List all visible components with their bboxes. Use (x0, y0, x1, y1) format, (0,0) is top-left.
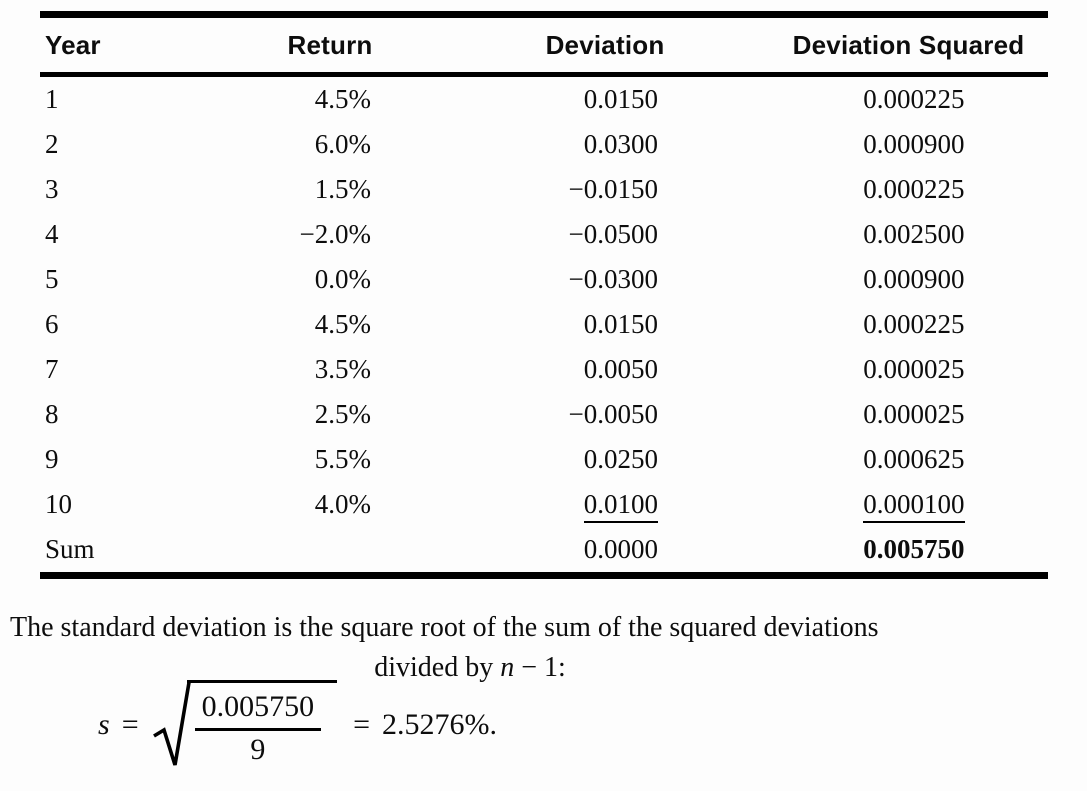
deviation-cell: 0.0300 (583, 129, 658, 159)
deviation-squared-cell: 0.000100 (863, 489, 965, 523)
deviation-squared-cell: 0.000900 (863, 264, 965, 294)
return-cell: 3.5% (314, 354, 371, 384)
return-cell: 4.0% (314, 489, 371, 519)
col-header-year: Year (45, 29, 101, 60)
table-row: 3 1.5% −0.0150 0.000225 (40, 167, 1048, 212)
table-header-rule (40, 72, 1048, 77)
return-cell: 5.5% (314, 444, 371, 474)
deviation-squared-cell: 0.000625 (863, 444, 965, 474)
n-variable: n (500, 652, 515, 683)
year-cell: 2 (45, 129, 59, 159)
col-header-deviation-squared: Deviation Squared (792, 29, 1025, 60)
return-cell: 0.0% (314, 264, 371, 294)
deviation-cell: 0.0150 (583, 84, 658, 114)
deviation-cell: −0.0300 (568, 264, 658, 294)
sum-label: Sum (45, 534, 95, 564)
s-variable: s (98, 708, 110, 741)
return-cell: 1.5% (314, 174, 371, 204)
numerator: 0.005750 (194, 690, 322, 731)
table-row: 10 4.0% 0.0100 0.000100 (40, 482, 1048, 527)
return-cell: −2.0% (299, 219, 371, 249)
result-value: 2.5276%. (382, 708, 498, 741)
deviation-cell: 0.0250 (583, 444, 658, 474)
col-header-return: Return (287, 29, 373, 60)
table-row: 7 3.5% 0.0050 0.000025 (40, 347, 1048, 392)
square-root: 0.005750 9 (151, 680, 338, 770)
sum-deviation-cell: 0.0000 (583, 534, 658, 564)
return-cell: 2.5% (314, 399, 371, 429)
result-equals-sign: = (353, 708, 371, 741)
year-cell: 10 (45, 489, 72, 519)
note-line2-prefix: divided by (374, 652, 501, 683)
return-cell: 6.0% (314, 129, 371, 159)
deviation-squared-cell: 0.000225 (863, 174, 965, 204)
deviation-cell: 0.0150 (583, 309, 658, 339)
standard-deviation-formula: s = 0.005750 9 = 2.5276%. (98, 680, 497, 770)
deviation-squared-cell: 0.000900 (863, 129, 965, 159)
col-header-deviation: Deviation (545, 29, 665, 60)
note-line1: The standard deviation is the square roo… (10, 612, 879, 643)
note-line2: divided by n − 1: (10, 648, 930, 688)
deviation-cell: −0.0050 (568, 399, 658, 429)
denominator: 9 (250, 733, 266, 766)
sum-deviation-squared-cell: 0.005750 (863, 534, 965, 564)
table-row: 2 6.0% 0.0300 0.000900 (40, 122, 1048, 167)
deviation-cell: 0.0100 (583, 489, 658, 523)
year-cell: 4 (45, 219, 59, 249)
deviation-squared-cell: 0.000225 (863, 309, 965, 339)
radicand: 0.005750 9 (186, 680, 338, 767)
deviation-cell: −0.0150 (568, 174, 658, 204)
table-row: 1 4.5% 0.0150 0.000225 (40, 77, 1048, 122)
deviation-squared-cell: 0.000225 (863, 84, 965, 114)
table-row: 8 2.5% −0.0050 0.000025 (40, 392, 1048, 437)
year-cell: 5 (45, 264, 59, 294)
table-row: 4 −2.0% −0.0500 0.002500 (40, 212, 1048, 257)
deviation-squared-cell: 0.000025 (863, 354, 965, 384)
note-line2-suffix: − 1: (514, 652, 566, 683)
deviation-cell: −0.0500 (568, 219, 658, 249)
table-row: 9 5.5% 0.0250 0.000625 (40, 437, 1048, 482)
table-row: 5 0.0% −0.0300 0.000900 (40, 257, 1048, 302)
return-cell: 4.5% (314, 84, 371, 114)
year-cell: 7 (45, 354, 59, 384)
year-cell: 1 (45, 84, 59, 114)
deviation-squared-cell: 0.002500 (863, 219, 965, 249)
deviation-squared-cell: 0.000025 (863, 399, 965, 429)
year-cell: 3 (45, 174, 59, 204)
year-cell: 9 (45, 444, 59, 474)
table-bottom-rule (40, 572, 1048, 579)
table-body: 1 4.5% 0.0150 0.000225 2 6.0% 0.0300 0.0… (40, 77, 1048, 572)
year-cell: 6 (45, 309, 59, 339)
sum-row: Sum 0.0000 0.005750 (40, 527, 1048, 572)
table-row: 6 4.5% 0.0150 0.000225 (40, 302, 1048, 347)
radical-sign-icon (152, 682, 191, 766)
return-cell: 4.5% (314, 309, 371, 339)
result-group: = 2.5276%. (353, 708, 497, 742)
note-paragraph: The standard deviation is the square roo… (10, 608, 1018, 688)
data-table: Year Return Deviation Deviation Squared … (40, 11, 1048, 579)
deviation-cell: 0.0050 (583, 354, 658, 384)
table-top-rule (40, 11, 1048, 18)
year-cell: 8 (45, 399, 59, 429)
table-header-row: Year Return Deviation Deviation Squared (40, 18, 1048, 72)
fraction: 0.005750 9 (194, 690, 322, 767)
equals-sign: = (121, 708, 139, 741)
